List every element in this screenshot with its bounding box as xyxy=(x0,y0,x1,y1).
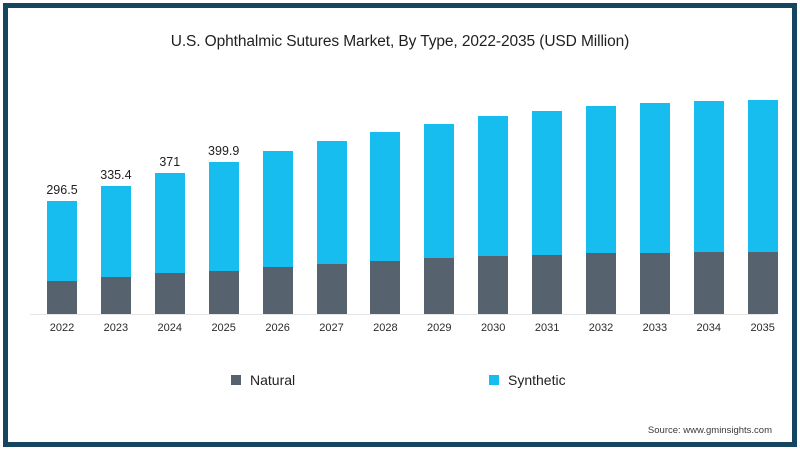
legend-label: Synthetic xyxy=(508,372,566,388)
chart-legend: Natural Synthetic xyxy=(0,372,800,394)
x-axis-tick-label: 2026 xyxy=(265,322,290,334)
bar-column[interactable] xyxy=(370,131,401,314)
x-axis-baseline xyxy=(30,314,775,315)
bar-segment-natural[interactable] xyxy=(262,266,293,314)
bar-segment-natural[interactable] xyxy=(747,251,778,314)
plot-area: 296.5 335.4 371 399.9 xyxy=(30,75,778,315)
bar-segment-synthetic[interactable] xyxy=(47,201,77,281)
bar-segment-natural[interactable] xyxy=(154,273,185,314)
x-axis-tick-label: 2022 xyxy=(49,322,75,334)
legend-label: Natural xyxy=(250,372,296,388)
bar-column[interactable] xyxy=(47,201,77,314)
bar-column[interactable] xyxy=(478,116,509,314)
x-axis-labels: 2022 2023 2024 2025 2026 2027 2028 2029 2030 2031… xyxy=(30,322,775,342)
bar-column[interactable] xyxy=(100,186,131,314)
x-axis-tick-label: 2031 xyxy=(534,322,560,334)
bar-segment-synthetic[interactable] xyxy=(478,116,509,257)
bar-segment-natural[interactable] xyxy=(532,254,563,314)
x-axis-tick-label: 2033 xyxy=(642,322,668,334)
bar-segment-natural[interactable] xyxy=(208,270,239,314)
bar-segment-synthetic[interactable] xyxy=(208,161,239,271)
bar-segment-synthetic[interactable] xyxy=(639,103,670,253)
chart-title: U.S. Ophthalmic Sutures Market, By Type,… xyxy=(170,33,630,50)
bar-segment-natural[interactable] xyxy=(370,260,401,314)
bar-value-label: 335.4 xyxy=(100,168,132,183)
x-axis-tick-label: 2023 xyxy=(103,322,129,334)
bar-segment-natural[interactable] xyxy=(639,252,670,314)
bar-segment-synthetic[interactable] xyxy=(586,106,616,254)
bar-segment-natural[interactable] xyxy=(316,263,347,314)
bar-segment-synthetic[interactable] xyxy=(747,99,778,252)
bar-value-label: 296.5 xyxy=(46,183,78,197)
bar-segment-natural[interactable] xyxy=(424,257,455,314)
bar-segment-natural[interactable] xyxy=(586,253,616,314)
bar-column[interactable] xyxy=(424,124,455,314)
x-axis-tick-label: 2024 xyxy=(157,322,183,334)
legend-swatch-icon xyxy=(231,375,241,385)
x-axis-tick-label: 2029 xyxy=(427,322,452,334)
bar-segment-natural[interactable] xyxy=(100,277,131,314)
x-axis-tick-label: 2030 xyxy=(480,322,506,334)
x-axis-tick-label: 2032 xyxy=(588,322,614,334)
bar-value-label: 399.9 xyxy=(208,143,240,158)
bar-column[interactable] xyxy=(262,150,293,314)
bar-segment-synthetic[interactable] xyxy=(532,110,563,255)
x-axis-tick-label: 2034 xyxy=(696,322,722,334)
bar-column[interactable] xyxy=(639,103,670,314)
legend-item-synthetic[interactable]: Synthetic xyxy=(489,372,566,388)
bar-segment-synthetic[interactable] xyxy=(154,172,185,274)
x-axis-tick-label: 2035 xyxy=(750,322,775,334)
legend-item-natural[interactable]: Natural xyxy=(231,372,295,388)
bar-column[interactable] xyxy=(747,99,778,314)
bar-column[interactable] xyxy=(316,141,347,314)
source-note: Source: www.gminsights.com xyxy=(647,425,772,436)
bar-segment-synthetic[interactable] xyxy=(424,124,455,258)
bar-segment-natural[interactable] xyxy=(693,252,724,314)
bar-segment-natural[interactable] xyxy=(47,280,77,314)
bar-column[interactable] xyxy=(586,106,616,314)
x-axis-tick-label: 2027 xyxy=(319,322,344,334)
bar-column[interactable] xyxy=(693,101,724,314)
bar-segment-synthetic[interactable] xyxy=(370,131,401,261)
bar-segment-synthetic[interactable] xyxy=(262,150,293,267)
bar-value-label: 371 xyxy=(159,154,181,169)
x-axis-tick-label: 2025 xyxy=(211,322,236,334)
x-axis-tick-label: 2028 xyxy=(373,322,398,334)
bar-segment-synthetic[interactable] xyxy=(100,186,131,278)
bar-segment-synthetic[interactable] xyxy=(316,141,347,264)
bar-column[interactable] xyxy=(532,110,563,314)
bar-column[interactable] xyxy=(208,161,239,314)
legend-swatch-icon xyxy=(489,375,499,385)
bar-column[interactable] xyxy=(154,172,185,314)
bar-segment-synthetic[interactable] xyxy=(693,101,724,253)
bar-segment-natural[interactable] xyxy=(478,256,509,314)
